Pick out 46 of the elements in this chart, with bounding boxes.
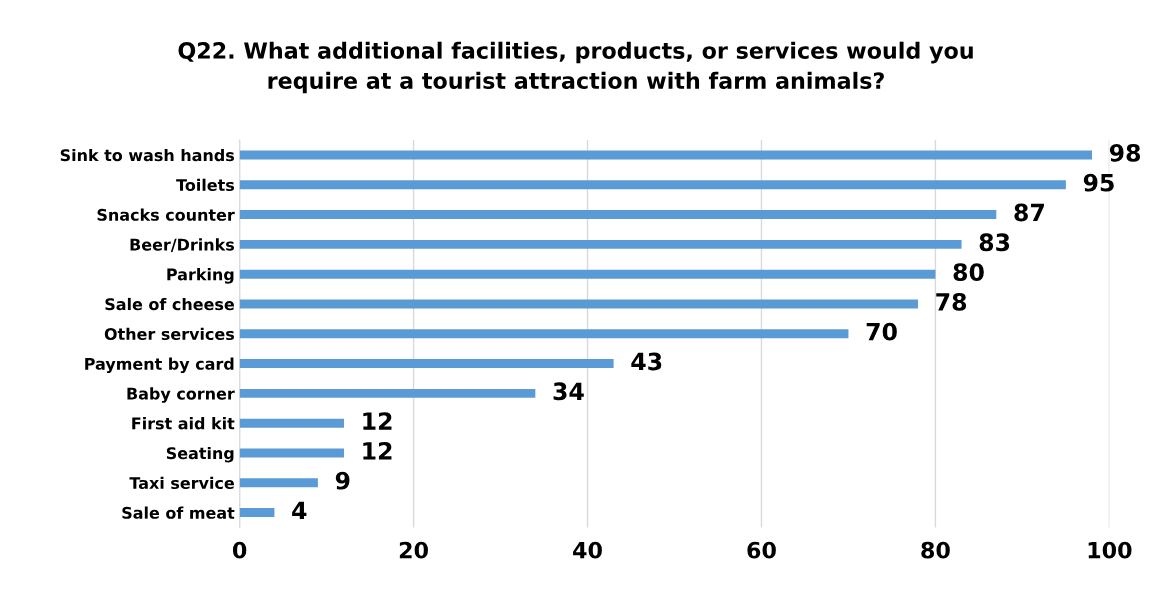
- data-label: 12: [363, 441, 392, 460]
- y-tick-label: Seating: [166, 446, 234, 463]
- bar: [239, 359, 614, 369]
- y-tick-label: Sale of cheese: [105, 297, 234, 311]
- bar: [239, 239, 962, 249]
- y-tick-label: Sink to wash hands: [60, 148, 234, 162]
- data-label: 87: [1014, 203, 1044, 222]
- bar: [239, 388, 536, 398]
- bar: [239, 299, 919, 309]
- y-tick-label: Taxi service: [129, 476, 234, 490]
- bar: [239, 150, 1092, 160]
- data-label: 4: [292, 501, 307, 520]
- data-label: 83: [979, 233, 1010, 252]
- x-tick-label: 0: [232, 541, 247, 559]
- y-tick-label: Payment by card: [85, 357, 234, 374]
- bar: [239, 478, 318, 488]
- bar: [239, 180, 1066, 190]
- data-label: 95: [1083, 173, 1114, 192]
- x-tick-label: 80: [921, 541, 950, 559]
- bar: [239, 269, 936, 279]
- x-tick-label: 40: [573, 541, 602, 559]
- y-tick-label: Baby corner: [127, 387, 235, 403]
- bar: [239, 329, 849, 339]
- x-tick-label: 20: [399, 541, 428, 559]
- bar: [239, 448, 344, 458]
- y-tick-label: Other services: [104, 327, 234, 341]
- y-tick-label: First aid kit: [132, 417, 235, 430]
- y-tick-label: Toilets: [176, 178, 234, 192]
- y-tick-label: Sale of meat: [122, 506, 235, 519]
- y-tick-label: Snacks counter: [97, 208, 235, 221]
- bar: [239, 508, 275, 518]
- data-label: 78: [936, 292, 967, 311]
- x-tick-label: 60: [747, 541, 776, 559]
- bar: [239, 210, 997, 220]
- data-label: 34: [553, 382, 584, 401]
- bar: [239, 418, 344, 428]
- x-tick-label: 100: [1088, 541, 1132, 559]
- data-label: 43: [631, 352, 662, 371]
- y-tick-label: Parking: [167, 268, 234, 284]
- y-tick-label: Beer/Drinks: [130, 238, 234, 252]
- data-label: 70: [866, 322, 897, 341]
- data-label: 98: [1109, 143, 1141, 162]
- data-label: 80: [953, 263, 984, 282]
- chart-title: Q22. What additional facilities, products, or services would you require at a tourist attraction with farm animals?: [178, 41, 973, 94]
- data-label: 12: [363, 412, 392, 430]
- data-label: 9: [335, 471, 350, 490]
